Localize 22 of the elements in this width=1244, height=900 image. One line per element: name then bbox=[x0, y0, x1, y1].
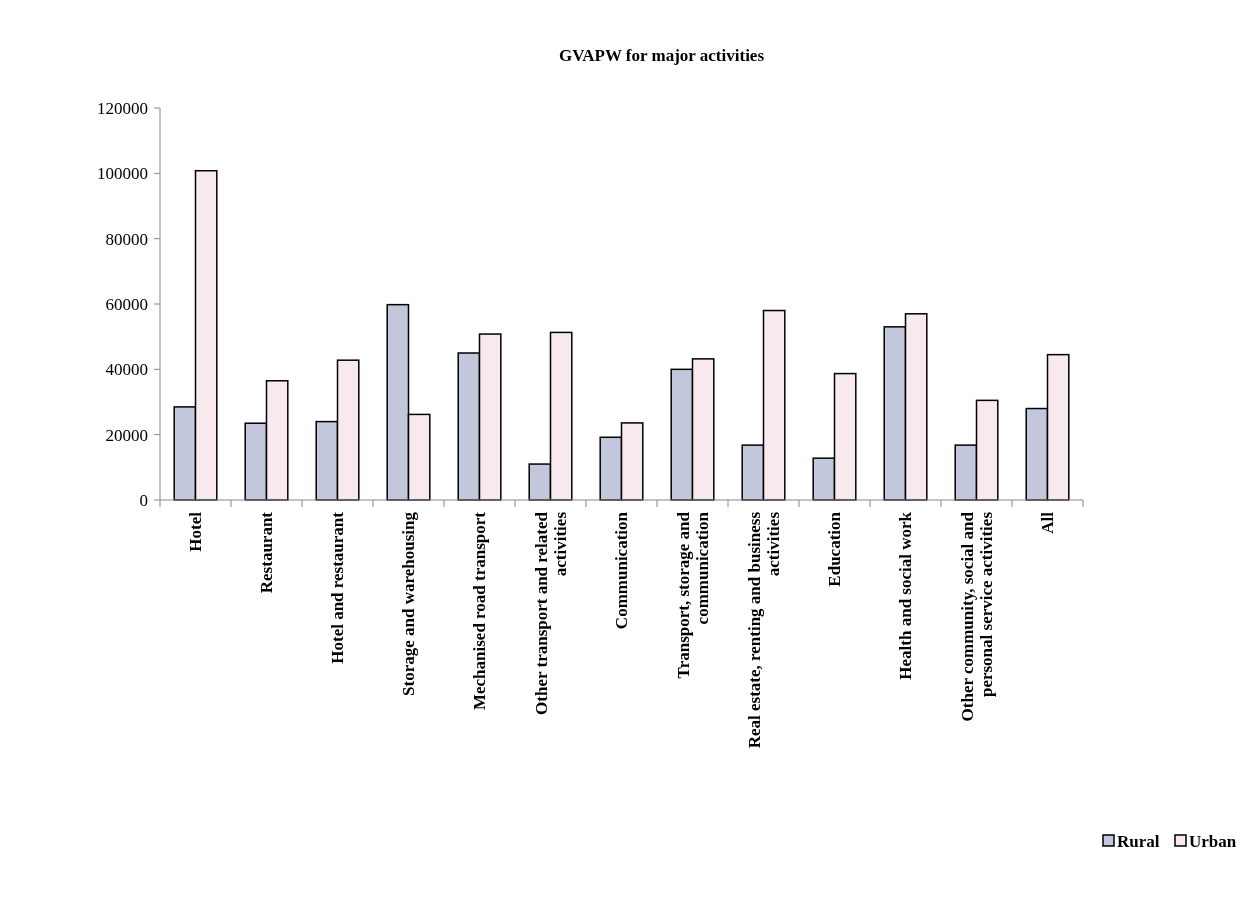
x-tick-label: Other community, social and personal service activities bbox=[957, 511, 996, 722]
y-tick-label: 60000 bbox=[105, 294, 148, 314]
x-tick-label: Education bbox=[825, 511, 845, 587]
x-tick-label: Storage and warehousing bbox=[399, 511, 419, 696]
y-tick-label: 100000 bbox=[97, 164, 148, 184]
x-tick-label: Mechanised road transport bbox=[470, 511, 490, 711]
y-tick-label: 40000 bbox=[105, 360, 148, 380]
x-tick-label: Health and social work bbox=[896, 511, 916, 680]
x-tick-label: Communication bbox=[612, 511, 632, 630]
legend-label: Urban bbox=[1189, 831, 1237, 851]
x-tick-label: Other transport and related activities bbox=[531, 511, 570, 715]
chart-title: GVAPW for major activities bbox=[558, 46, 765, 65]
x-tick-label: Hotel bbox=[186, 511, 206, 552]
x-tick-label: Restaurant bbox=[257, 511, 277, 594]
legend-label: Rural bbox=[1117, 831, 1160, 851]
x-tick-label: All bbox=[1038, 511, 1058, 534]
y-tick-label: 20000 bbox=[105, 425, 148, 445]
y-tick-label: 80000 bbox=[105, 229, 148, 249]
y-tick-label: 120000 bbox=[97, 98, 148, 118]
x-tick-label: Transport, storage and communication bbox=[673, 511, 712, 679]
y-tick-label: 0 bbox=[139, 490, 148, 510]
x-tick-label: Hotel and restaurant bbox=[328, 511, 348, 664]
